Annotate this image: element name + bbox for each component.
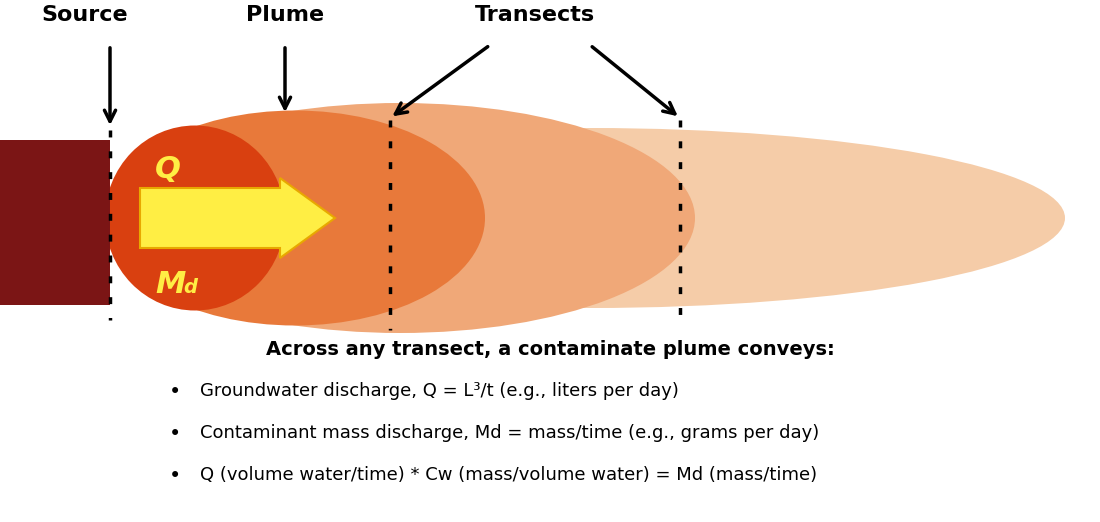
Text: Source: Source <box>42 5 129 25</box>
Text: M: M <box>155 270 186 299</box>
Text: •: • <box>169 466 182 486</box>
Ellipse shape <box>104 103 695 333</box>
Ellipse shape <box>104 111 485 326</box>
Text: Q: Q <box>155 155 180 184</box>
FancyArrow shape <box>140 178 336 258</box>
Ellipse shape <box>116 128 1065 308</box>
Text: Q (volume water/time) * Cw (mass/volume water) = Md (mass/time): Q (volume water/time) * Cw (mass/volume … <box>200 466 817 484</box>
Text: Across any transect, a contaminate plume conveys:: Across any transect, a contaminate plume… <box>265 340 835 359</box>
Text: Contaminant mass discharge, Md = mass/time (e.g., grams per day): Contaminant mass discharge, Md = mass/ti… <box>200 424 820 442</box>
Text: d: d <box>183 278 197 297</box>
Bar <box>0 140 110 305</box>
Text: Transects: Transects <box>475 5 595 25</box>
Ellipse shape <box>104 125 285 311</box>
Text: Groundwater discharge, Q = L³/t (e.g., liters per day): Groundwater discharge, Q = L³/t (e.g., l… <box>200 382 679 400</box>
Text: Plume: Plume <box>246 5 324 25</box>
Text: •: • <box>169 424 182 444</box>
Text: •: • <box>169 382 182 402</box>
